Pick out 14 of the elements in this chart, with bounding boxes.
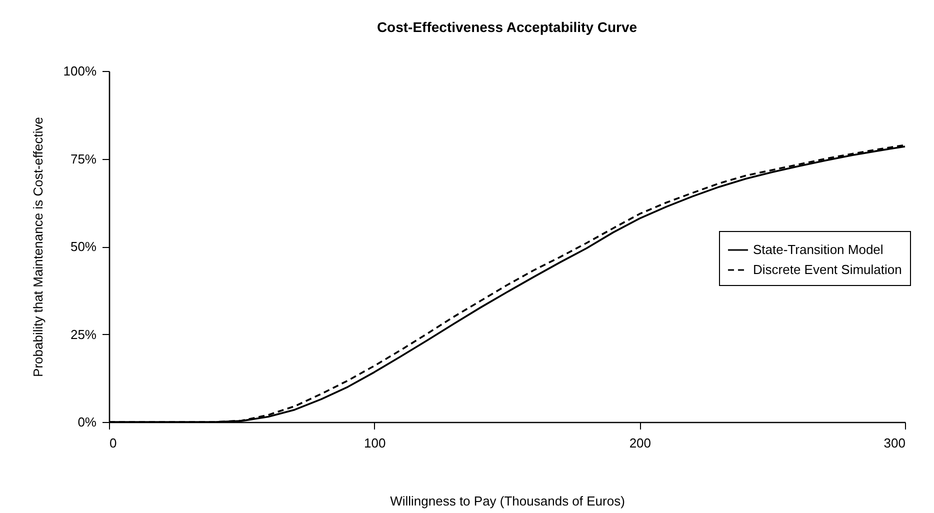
y-tick-label: 25% [70, 326, 97, 342]
x-axis-title: Willingness to Pay (Thousands of Euros) [390, 494, 625, 508]
x-tick-label: 100 [364, 436, 386, 450]
x-tick-label: 0 [110, 436, 117, 450]
x-tick-label: 300 [884, 436, 906, 450]
y-tick-label: 75% [70, 151, 97, 166]
chart-title: Cost-Effectiveness Acceptability Curve [376, 19, 638, 35]
legend-label: State-Transition Model [753, 242, 884, 257]
y-tick-label: 100% [63, 64, 97, 78]
y-tick-label: 50% [70, 239, 97, 254]
y-axis-title: Probability that Maintenance is Cost-effective [30, 117, 46, 377]
y-tick-label: 0% [78, 414, 97, 430]
x-tick-label: 200 [629, 436, 652, 450]
legend-label: Discrete Event Simulation [753, 262, 902, 277]
